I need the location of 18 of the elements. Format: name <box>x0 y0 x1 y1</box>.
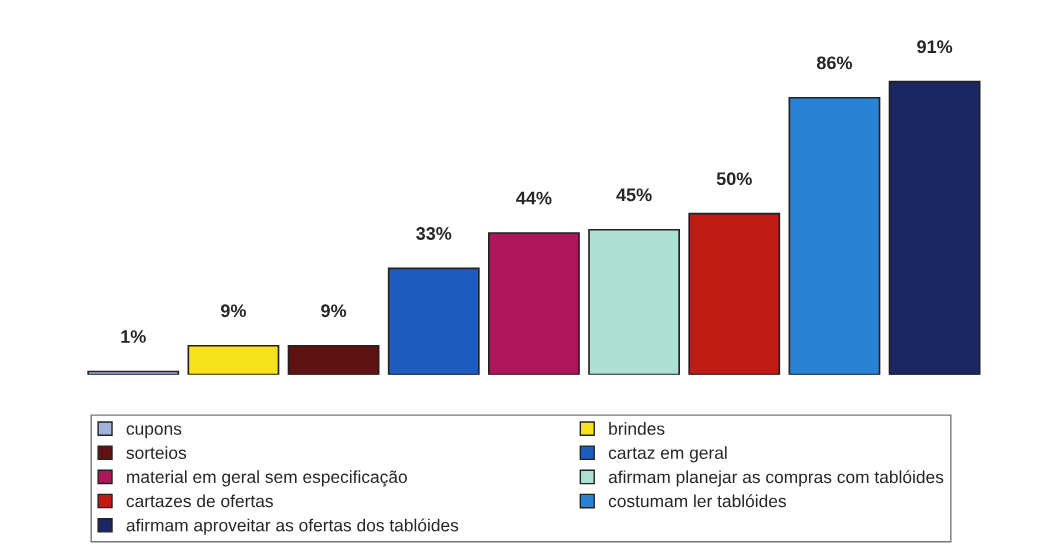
data-label: 86% <box>816 56 853 70</box>
data-label: 50% <box>716 172 752 186</box>
legend-label: afirmam planejar as compras com tablóides <box>608 470 944 487</box>
data-label: 33% <box>416 227 452 240</box>
data-label: 9% <box>220 304 246 318</box>
legend-label: sorteios <box>126 446 187 459</box>
legend-label: brindes <box>609 422 665 435</box>
data-label: 44% <box>516 191 552 205</box>
legend-label: cupons <box>126 425 182 439</box>
legend-label: costumam ler tablóides <box>608 494 786 508</box>
data-label: 45% <box>616 188 652 202</box>
data-label: 1% <box>121 330 146 343</box>
data-label: 91% <box>917 40 953 54</box>
data-label: 9% <box>321 304 347 318</box>
legend-label: material em geral sem especificação <box>127 470 407 487</box>
legend-label: cartaz em geral <box>608 446 727 463</box>
legend-label: afirmam aproveitar as ofertas dos tablóides <box>126 518 459 535</box>
legend-label: cartazes de ofertas <box>126 494 273 508</box>
